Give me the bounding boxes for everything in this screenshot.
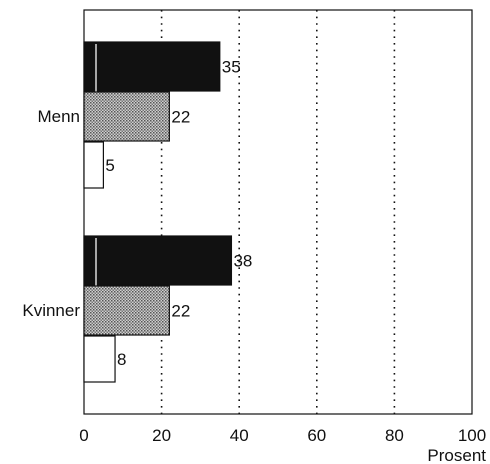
category-labels: Menn Kvinner <box>22 107 80 320</box>
data-labels: 35 22 5 38 22 8 <box>105 58 252 370</box>
bar <box>83 141 104 189</box>
data-label: 38 <box>233 252 252 271</box>
x-tick-label: 60 <box>307 426 326 445</box>
data-label: 35 <box>222 58 241 77</box>
x-axis-label: Prosent <box>427 446 486 464</box>
data-label: 22 <box>171 302 190 321</box>
data-label: 8 <box>117 350 126 369</box>
x-axis-ticks: 0 20 40 60 80 100 <box>79 426 486 445</box>
bar <box>83 235 233 286</box>
bar <box>83 91 170 142</box>
plot-frame <box>83 9 473 415</box>
x-tick-label: 0 <box>79 426 88 445</box>
bars <box>83 41 233 383</box>
data-label: 22 <box>171 108 190 127</box>
bar <box>83 285 170 336</box>
x-tick-label: 100 <box>458 426 486 445</box>
x-tick-label: 20 <box>152 426 171 445</box>
bar <box>83 41 221 92</box>
category-label: Kvinner <box>22 301 80 320</box>
x-tick-label: 40 <box>230 426 249 445</box>
x-tick-label: 80 <box>385 426 404 445</box>
bar <box>83 335 116 383</box>
category-label: Menn <box>37 107 80 126</box>
data-label: 5 <box>105 156 114 175</box>
